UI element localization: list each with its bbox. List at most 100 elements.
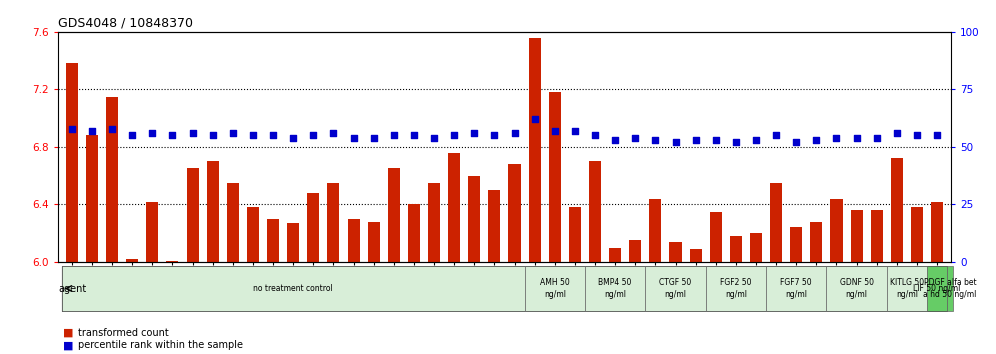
Bar	[468, 176, 480, 262]
Bar	[947, 267, 953, 310]
Text: GDNF 50
ng/ml: GDNF 50 ng/ml	[840, 279, 873, 298]
Bar	[428, 183, 440, 262]
Bar	[610, 247, 622, 262]
Point	[285, 135, 301, 141]
Bar	[509, 164, 521, 262]
Bar	[931, 201, 943, 262]
Bar	[886, 267, 927, 310]
Point	[144, 130, 160, 136]
Bar	[585, 267, 645, 310]
Point	[105, 126, 121, 131]
Bar	[871, 210, 882, 262]
Bar	[308, 193, 320, 262]
Text: LIF 50 ng/ml: LIF 50 ng/ml	[913, 284, 961, 293]
Point	[748, 137, 764, 143]
Point	[849, 135, 865, 141]
Bar	[206, 161, 219, 262]
Text: CTGF 50
ng/ml: CTGF 50 ng/ml	[659, 279, 691, 298]
Bar	[525, 267, 585, 310]
Point	[667, 139, 683, 145]
Point	[205, 133, 221, 138]
Bar	[730, 236, 742, 262]
Bar	[86, 136, 98, 262]
Bar	[710, 212, 722, 262]
Point	[909, 133, 925, 138]
Bar	[328, 183, 340, 262]
Point	[245, 133, 261, 138]
Point	[124, 133, 140, 138]
Point	[929, 133, 945, 138]
Bar	[911, 207, 923, 262]
Bar	[247, 207, 259, 262]
Text: ■: ■	[63, 340, 74, 350]
Point	[426, 135, 442, 141]
Bar	[851, 210, 863, 262]
Point	[809, 137, 825, 143]
Bar	[766, 267, 827, 310]
Bar	[348, 219, 360, 262]
Bar	[790, 228, 803, 262]
Bar	[831, 199, 843, 262]
Point	[708, 137, 724, 143]
Text: AMH 50
ng/ml: AMH 50 ng/ml	[540, 279, 570, 298]
Bar	[645, 267, 706, 310]
Text: agent: agent	[58, 284, 87, 293]
Bar	[927, 267, 947, 310]
Bar	[408, 205, 420, 262]
Bar	[368, 222, 379, 262]
Bar	[488, 190, 500, 262]
Bar	[166, 261, 178, 262]
Point	[608, 137, 623, 143]
Point	[888, 130, 904, 136]
Bar	[669, 242, 681, 262]
Point	[326, 130, 342, 136]
Point	[84, 128, 100, 134]
Point	[486, 133, 502, 138]
Bar	[287, 223, 299, 262]
Text: ■: ■	[63, 328, 74, 338]
Bar	[62, 267, 525, 310]
Bar	[649, 199, 661, 262]
Bar	[66, 63, 78, 262]
Point	[406, 133, 422, 138]
Bar	[448, 153, 460, 262]
Point	[869, 135, 884, 141]
Bar	[227, 183, 239, 262]
Bar	[629, 240, 641, 262]
Point	[184, 130, 200, 136]
Bar	[146, 201, 158, 262]
Point	[627, 135, 643, 141]
Text: GDS4048 / 10848370: GDS4048 / 10848370	[58, 16, 193, 29]
Bar	[186, 169, 198, 262]
Point	[346, 135, 362, 141]
Text: PDGF alfa bet
a hd 50 ng/ml: PDGF alfa bet a hd 50 ng/ml	[923, 279, 977, 298]
Bar	[126, 259, 138, 262]
Bar	[750, 233, 762, 262]
Bar	[811, 222, 823, 262]
Point	[527, 116, 543, 122]
Point	[768, 133, 784, 138]
Point	[547, 128, 563, 134]
Bar	[267, 219, 279, 262]
Point	[788, 139, 804, 145]
Bar	[770, 183, 782, 262]
Bar	[589, 161, 601, 262]
Text: FGF7 50
ng/ml: FGF7 50 ng/ml	[781, 279, 812, 298]
Point	[647, 137, 663, 143]
Bar	[827, 267, 886, 310]
Point	[164, 133, 180, 138]
Bar	[689, 249, 701, 262]
Point	[446, 133, 462, 138]
Text: no treatment control: no treatment control	[253, 284, 333, 293]
Point	[64, 126, 80, 131]
Text: BMP4 50
ng/ml: BMP4 50 ng/ml	[599, 279, 631, 298]
Point	[728, 139, 744, 145]
Point	[507, 130, 523, 136]
Text: transformed count: transformed count	[78, 328, 168, 338]
Text: FGF2 50
ng/ml: FGF2 50 ng/ml	[720, 279, 752, 298]
Bar	[529, 38, 541, 262]
Bar	[106, 97, 119, 262]
Point	[265, 133, 281, 138]
Text: percentile rank within the sample: percentile rank within the sample	[78, 340, 243, 350]
Point	[829, 135, 845, 141]
